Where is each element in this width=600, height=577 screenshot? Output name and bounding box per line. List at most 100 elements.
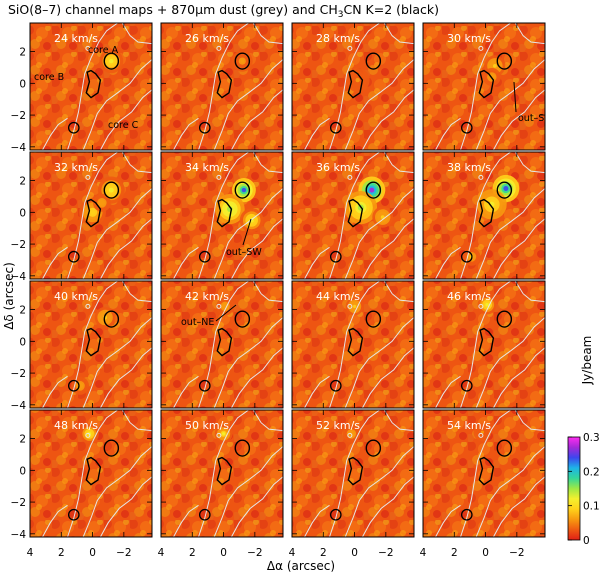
annotation-label: core A xyxy=(88,45,119,56)
channel-panel: 30 km/s xyxy=(422,22,546,151)
dust-contour xyxy=(460,23,511,150)
velocity-label: 24 km/s xyxy=(54,32,98,45)
ch3cn-contour xyxy=(329,250,342,263)
dust-contour xyxy=(42,375,68,408)
dust-contour xyxy=(121,152,152,174)
ch3cn-contour xyxy=(67,508,80,521)
channel-panel: 50 km/s xyxy=(160,409,284,538)
channel-panel: 24 km/s xyxy=(29,22,153,151)
dust-contour xyxy=(252,410,283,432)
dust-contour xyxy=(383,152,414,174)
ch3cn-contour xyxy=(329,379,342,392)
panel-frame xyxy=(160,22,284,151)
dust-contour xyxy=(121,23,152,45)
ch3cn-contour xyxy=(347,456,364,486)
dust-contour xyxy=(42,246,68,279)
y-tick-label: −4 xyxy=(11,142,27,154)
ch3cn-contour xyxy=(496,52,513,70)
dust-contour xyxy=(329,23,380,150)
emission-peak xyxy=(109,58,114,64)
x-tick-label: 2 xyxy=(189,547,196,559)
ch3cn-contour xyxy=(216,456,233,486)
channel-panel: 26 km/s xyxy=(160,22,284,151)
ch3cn-contour xyxy=(103,439,120,457)
dust-contour xyxy=(329,281,380,408)
x-tick-label: 0 xyxy=(482,547,489,559)
velocity-label: 48 km/s xyxy=(54,419,98,432)
colorbar-label: Jy/beam xyxy=(580,336,594,386)
ch3cn-contour xyxy=(198,121,211,134)
velocity-label: 34 km/s xyxy=(185,161,229,174)
panel-frame xyxy=(29,409,153,538)
ch3cn-contour xyxy=(365,310,382,328)
dust-contour xyxy=(383,410,414,432)
ch3cn-contour xyxy=(103,181,120,199)
dust-contour xyxy=(475,188,545,279)
velocity-label: 40 km/s xyxy=(54,290,98,303)
dust-contour xyxy=(67,23,118,150)
emission-peak xyxy=(485,303,489,307)
dust-contour xyxy=(99,347,152,408)
x-tick-label: 2 xyxy=(320,547,327,559)
dust-contour xyxy=(344,446,414,537)
ch3cn-contour xyxy=(67,121,80,134)
emission-peak xyxy=(240,59,245,63)
dust-contour xyxy=(435,375,461,408)
ch3cn-contour xyxy=(85,198,102,228)
annotation-pointer xyxy=(513,81,517,113)
y-tick-label: −2 xyxy=(11,110,26,122)
ch3cn-contour xyxy=(365,439,382,457)
ch3cn-contour xyxy=(103,52,120,70)
colorbar-tick-label: 0 xyxy=(583,535,590,547)
ch3cn-contour xyxy=(365,181,382,199)
ch3cn-contour xyxy=(234,52,251,70)
panel-frame xyxy=(29,151,153,280)
y-tick-label: 2 xyxy=(19,434,26,446)
dust-contour xyxy=(361,89,414,150)
dust-contour xyxy=(198,281,249,408)
ch3cn-contour xyxy=(460,121,473,134)
dust-contour xyxy=(361,218,414,279)
x-tick-label: −2 xyxy=(509,547,524,559)
dust-contour xyxy=(67,152,118,279)
panel-frame xyxy=(160,409,284,538)
colorbar: 0.3 0.2 0.1 0 Jy/beam xyxy=(567,336,600,547)
dust-contour xyxy=(329,152,380,279)
ch3cn-contour xyxy=(347,69,364,99)
dust-contour xyxy=(435,504,461,537)
y-tick-label: −4 xyxy=(11,271,27,283)
dust-contour xyxy=(213,446,283,537)
colorbar-tick-label: 0.1 xyxy=(583,501,600,513)
ch3cn-contour xyxy=(496,181,513,199)
ch3cn-contour xyxy=(329,121,342,134)
emission-peak xyxy=(503,186,509,191)
dust-contour xyxy=(514,152,545,174)
dust-contour xyxy=(492,347,545,408)
dust-contour xyxy=(230,218,283,279)
y-tick-label: 2 xyxy=(19,176,26,188)
dust-contour xyxy=(344,317,414,408)
dust-contour xyxy=(82,59,152,150)
x-tick-label: 2 xyxy=(58,547,65,559)
annotation-label: out–S xyxy=(518,113,544,124)
dust-contour xyxy=(460,410,511,537)
ch3cn-contour xyxy=(198,250,211,263)
ch3cn-contour xyxy=(234,181,251,199)
annotation-label: core C xyxy=(108,120,139,131)
ch3cn-contour xyxy=(347,327,364,357)
y-tick-label: −4 xyxy=(11,400,27,412)
ch3cn-contour xyxy=(198,379,211,392)
velocity-label: 30 km/s xyxy=(447,32,491,45)
x-tick-label: 2 xyxy=(451,547,458,559)
ch3cn-contour xyxy=(496,439,513,457)
dust-contour xyxy=(67,410,118,537)
y-tick-label: 0 xyxy=(19,336,26,348)
ch3cn-contour xyxy=(347,198,364,228)
panel-frame xyxy=(422,151,546,280)
dust-contour xyxy=(514,23,545,45)
dust-contour xyxy=(216,432,222,438)
channel-panel: 36 km/s xyxy=(291,151,415,280)
channel-panel: 52 km/s xyxy=(291,409,415,538)
dust-contour xyxy=(99,89,152,150)
x-tick-label: 4 xyxy=(27,547,34,559)
